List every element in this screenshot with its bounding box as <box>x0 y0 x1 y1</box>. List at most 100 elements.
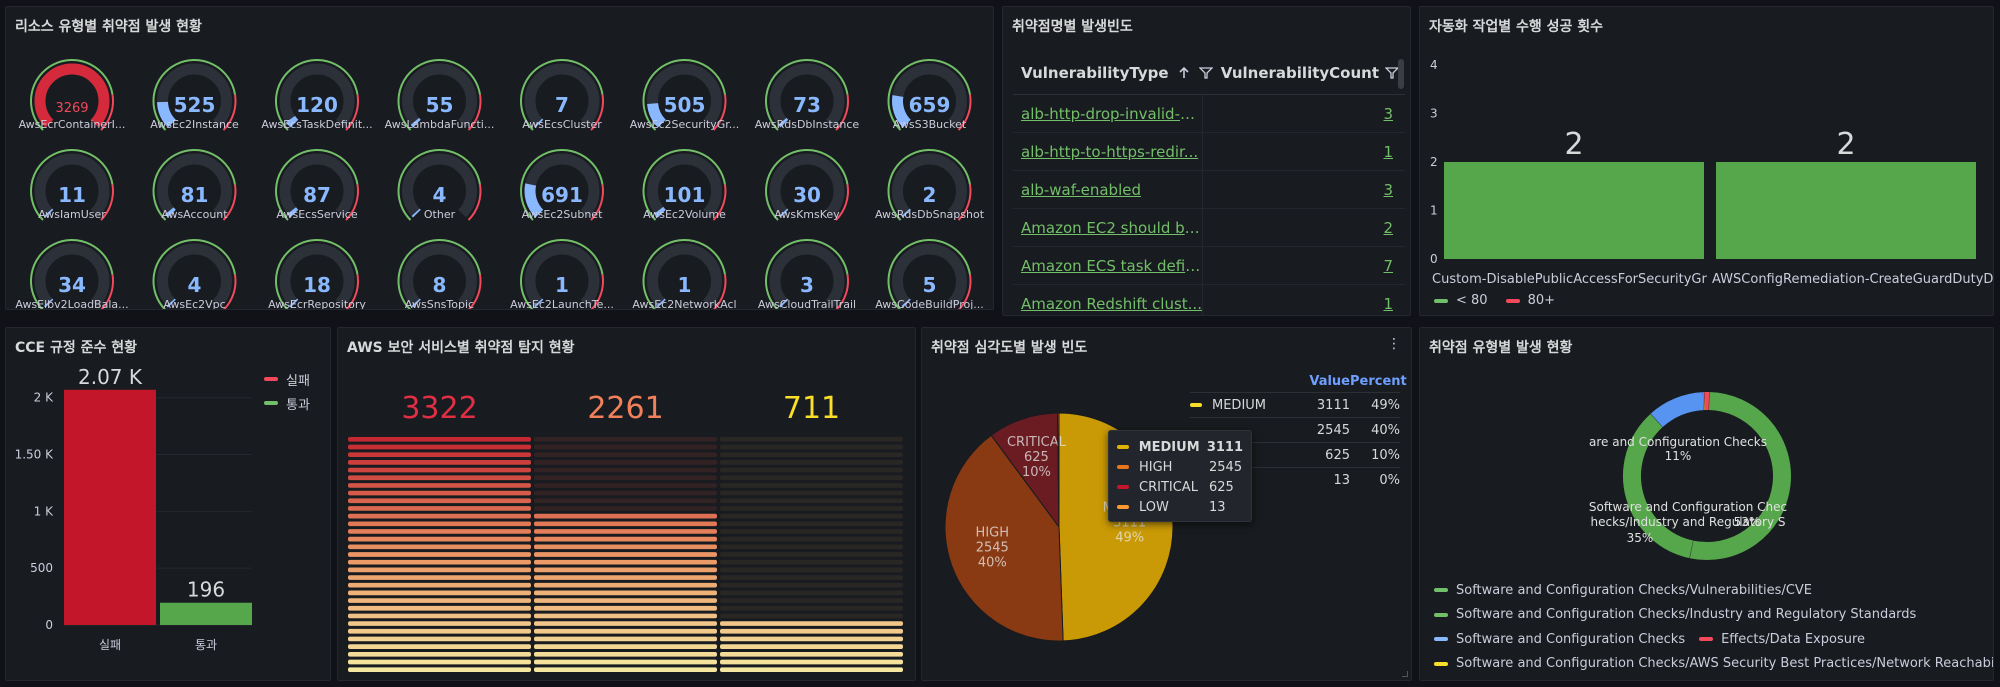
legend-item[interactable]: 실패 <box>264 367 310 391</box>
vuln-count-link[interactable]: 2 <box>1383 218 1393 237</box>
bar-segment <box>720 567 903 573</box>
filter-icon[interactable] <box>1385 66 1399 79</box>
bar-segment <box>720 444 903 450</box>
legend-table-row[interactable]: 2545 40% <box>1190 417 1400 442</box>
resize-handle-icon[interactable] <box>1402 671 1408 677</box>
legend-value: 13 <box>1333 472 1350 488</box>
gauge-fill <box>892 95 911 128</box>
x-tick-label: 실패 <box>99 638 121 652</box>
legend-swatch <box>264 377 278 381</box>
gauge-fill <box>654 206 666 218</box>
vuln-type-link[interactable]: Amazon Redshift clust... <box>1013 285 1203 315</box>
vuln-type-link[interactable]: Amazon ECS task defin... <box>1013 247 1203 284</box>
scrollbar[interactable] <box>1398 59 1404 89</box>
vuln-count-link[interactable]: 1 <box>1383 142 1393 161</box>
y-tick-label: 3 <box>1430 107 1438 121</box>
legend-item[interactable]: Software and Configuration Checks <box>1434 632 1685 647</box>
bar-segment <box>348 651 531 657</box>
gauge-value: 659 <box>909 93 951 117</box>
tooltip-row: HIGH 2545 <box>1117 457 1243 477</box>
chart-legend: Software and Configuration Checks/Vulner… <box>1434 578 1993 676</box>
slice-percent: 10% <box>1022 465 1051 480</box>
bar-segment <box>720 636 903 642</box>
vuln-count-link[interactable]: 3 <box>1383 104 1393 123</box>
bar-segment <box>534 483 717 488</box>
gauge-label: AwsEcrContainerI... <box>19 118 126 131</box>
vuln-type-link[interactable]: alb-http-drop-invalid-h... <box>1013 95 1203 132</box>
gauge-threshold-arc <box>100 274 114 309</box>
legend-item[interactable]: Software and Configuration Checks/AWS Se… <box>1434 656 1993 671</box>
legend-item[interactable]: Software and Configuration Checks/Vulner… <box>1434 583 1812 598</box>
tooltip-value: 3111 <box>1206 439 1243 455</box>
bar-segment <box>720 544 903 550</box>
column-header-percent[interactable]: Percent <box>1350 373 1407 389</box>
gauge-fill <box>165 207 176 218</box>
vuln-count-link[interactable]: 1 <box>1383 294 1393 313</box>
gauge-track <box>524 63 600 128</box>
donut-slice[interactable] <box>1689 392 1791 560</box>
segmented-bar <box>720 437 903 672</box>
y-tick-label: 1 <box>1430 204 1438 218</box>
bar-segment <box>348 506 531 511</box>
bar-segment <box>348 567 531 573</box>
pie-slice[interactable] <box>944 434 1064 642</box>
legend-swatch <box>1434 588 1448 593</box>
vuln-count-link[interactable]: 7 <box>1383 256 1393 275</box>
gauge-threshold-arc <box>275 59 359 131</box>
gauge-label: AwsCodeBuildProj... <box>875 298 984 310</box>
column-header-value[interactable]: Value <box>1309 373 1350 389</box>
legend-label: 통과 <box>286 397 310 413</box>
bar-segment <box>348 605 531 611</box>
filter-icon[interactable] <box>1198 66 1213 79</box>
column-header-count[interactable]: VulnerabilityCount <box>1213 64 1405 82</box>
legend-item[interactable]: Effects/Data Exposure <box>1699 632 1865 647</box>
gauge-label: AwsEc2Volume <box>643 208 726 221</box>
table-row: Amazon Redshift clust... 1 <box>1013 285 1405 315</box>
gauge-value: 3 <box>800 273 814 297</box>
pie-slice[interactable] <box>1057 412 1060 528</box>
gauge-threshold-arc <box>152 149 236 221</box>
legend-table-row[interactable]: 13 0% <box>1190 467 1400 492</box>
panel-cce: CCE 규정 준수 현황 0 500 1 K 1.50 K 2 K 2.07 K 실패 196… <box>5 327 331 681</box>
legend-item[interactable]: < 80 <box>1434 293 1488 308</box>
legend-item[interactable]: 통과 <box>264 391 310 415</box>
gauge-threshold-arc <box>958 274 972 309</box>
legend-label: < 80 <box>1456 293 1488 308</box>
gauge-track <box>279 153 355 218</box>
sort-asc-icon[interactable] <box>1178 66 1189 79</box>
vuln-type-link[interactable]: Amazon EC2 should be... <box>1013 209 1203 246</box>
gauge-threshold-arc <box>835 184 849 221</box>
gauge-threshold-arc <box>642 59 726 131</box>
gauge-threshold-arc <box>765 149 849 221</box>
legend-table-row[interactable]: MEDIUM 3111 49% <box>1190 392 1400 417</box>
gauge-threshold-arc <box>152 239 236 309</box>
legend-item[interactable]: 80+ <box>1505 293 1555 308</box>
vuln-type-link[interactable]: alb-waf-enabled <box>1013 171 1203 208</box>
panel-menu-icon[interactable]: ⋮ <box>1387 336 1401 352</box>
slice-label: are and Configuration Checks <box>1589 435 1767 449</box>
bar-segment <box>348 483 531 488</box>
donut-slice[interactable] <box>1650 392 1705 428</box>
bar-segment <box>720 437 903 442</box>
vuln-count-link[interactable]: 3 <box>1383 180 1393 199</box>
bar-segment <box>534 582 717 588</box>
gauge-threshold-arc <box>590 184 604 221</box>
donut-slice[interactable] <box>1623 413 1694 559</box>
vuln-type-link[interactable]: alb-http-to-https-redir... <box>1013 133 1203 170</box>
gauge-track <box>892 153 967 218</box>
gauge-threshold-arc <box>468 274 482 309</box>
bar-segment <box>720 582 903 588</box>
slice-percent: 49% <box>1115 531 1144 546</box>
bar <box>1716 162 1976 259</box>
gauge-label: AwsElbv2LoadBala... <box>15 298 128 310</box>
column-header-type[interactable]: VulnerabilityType <box>1013 64 1213 82</box>
gauge: 34AwsElbv2LoadBala... <box>15 239 129 310</box>
bar-segment <box>720 659 903 665</box>
gauge-track <box>769 63 845 128</box>
bar-segment <box>534 559 717 565</box>
legend-item[interactable]: Software and Configuration Checks/Indust… <box>1434 607 1916 622</box>
